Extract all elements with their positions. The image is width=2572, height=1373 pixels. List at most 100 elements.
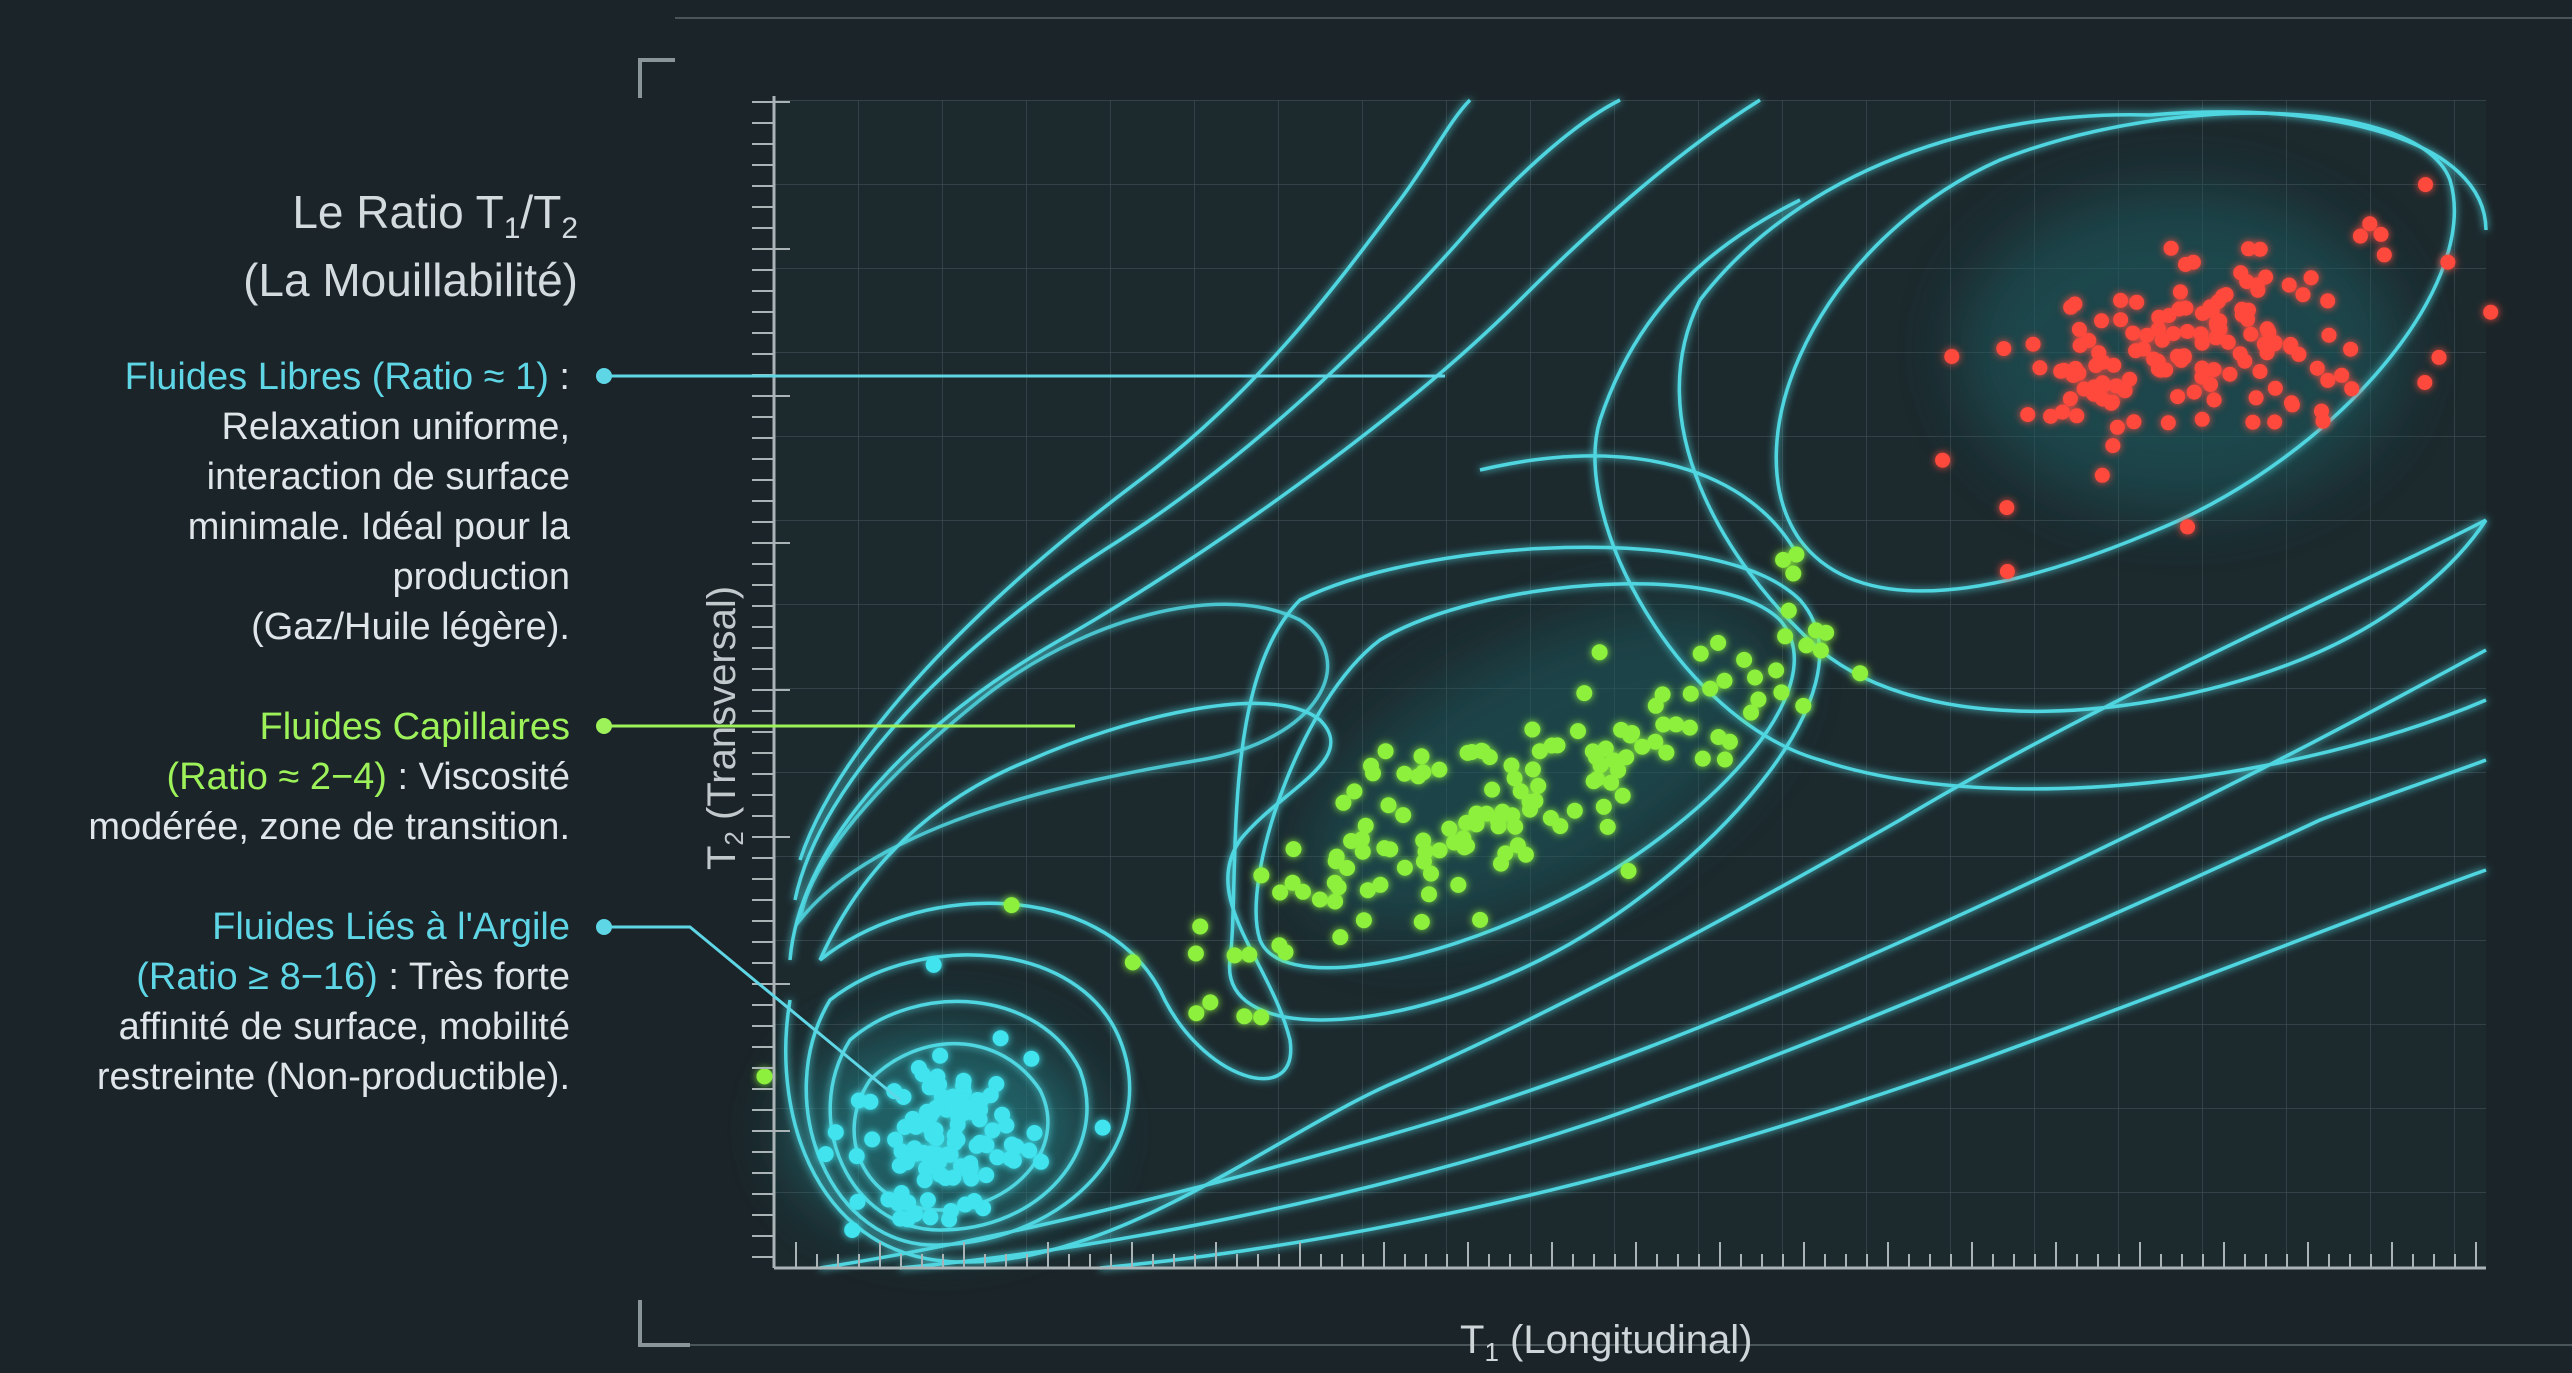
red-point: [2234, 307, 2250, 323]
cyan-point: [1033, 1153, 1049, 1170]
cyan-point: [817, 1146, 834, 1163]
green-point: [1423, 865, 1439, 882]
green-point: [1446, 834, 1463, 851]
red-point: [2206, 392, 2222, 408]
green-point: [1655, 716, 1672, 733]
green-point: [1702, 680, 1719, 697]
red-point: [2086, 386, 2101, 402]
red-point: [2128, 343, 2144, 359]
green-point: [1285, 841, 1302, 858]
cyan-point: [887, 1131, 904, 1148]
green-point: [1658, 744, 1675, 761]
red-point: [2320, 293, 2336, 309]
green-point: [1489, 812, 1506, 829]
cyan-point: [850, 1092, 867, 1109]
axis-ticks: [752, 101, 2477, 1268]
cyan-point: [880, 1191, 897, 1208]
red-point: [2094, 467, 2110, 483]
green-point: [1747, 669, 1763, 686]
legend-panel: Le Ratio T1/T2 (La Mouillabilité) Fluide…: [0, 0, 600, 1373]
green-point: [1226, 947, 1243, 964]
cyan-point: [958, 1099, 975, 1116]
red-point: [2146, 351, 2162, 367]
red-point: [2020, 407, 2036, 423]
green-point: [1450, 876, 1467, 893]
green-point: [1003, 897, 1020, 914]
cluster-green: [756, 546, 1869, 1085]
cyan-point: [895, 1089, 912, 1105]
red-point: [2352, 228, 2368, 244]
red-point: [2222, 366, 2238, 382]
red-point: [2122, 371, 2138, 387]
red-point: [1935, 452, 1951, 468]
red-point: [2163, 240, 2179, 256]
free-fluids-heading: Fluides Libres (Ratio ≈ 1): [124, 356, 549, 398]
green-point: [1768, 662, 1785, 679]
green-point: [1396, 859, 1413, 876]
red-point: [2252, 241, 2268, 257]
cyan-point: [989, 1149, 1006, 1166]
cyan-point: [1008, 1138, 1025, 1155]
green-point: [1295, 883, 1311, 900]
green-point: [1326, 874, 1343, 891]
green-point: [1566, 802, 1583, 819]
red-point: [2125, 325, 2141, 341]
red-point: [2314, 403, 2329, 419]
cyan-point: [944, 1100, 961, 1117]
red-point: [2245, 414, 2261, 430]
green-point: [1187, 945, 1204, 962]
red-point: [2203, 377, 2218, 392]
red-point: [2117, 383, 2133, 399]
green-point: [1595, 798, 1612, 815]
red-point: [2206, 362, 2222, 378]
red-point: [2281, 277, 2297, 293]
red-point: [2126, 414, 2142, 430]
green-point: [1716, 672, 1733, 689]
cyan-point: [942, 1203, 959, 1219]
green-point: [1359, 882, 1376, 899]
cyan-point: [932, 1047, 949, 1064]
green-point: [1524, 721, 1541, 738]
green-point: [1382, 841, 1399, 858]
red-point: [2160, 415, 2176, 431]
red-point: [2158, 362, 2174, 378]
red-point: [2440, 254, 2456, 270]
red-point: [2109, 419, 2125, 435]
green-point: [1599, 818, 1616, 835]
clay-bound-line-2: restreinte (Non-productible).: [96, 1056, 570, 1098]
red-point: [2220, 334, 2236, 350]
red-point: [2344, 381, 2360, 397]
green-point: [1188, 1005, 1205, 1022]
cyan-point: [896, 1119, 913, 1135]
green-point: [1530, 777, 1547, 794]
red-point: [2373, 226, 2389, 242]
green-point: [1410, 768, 1427, 785]
green-point: [1124, 954, 1141, 971]
green-point: [1812, 642, 1829, 659]
cyan-point: [945, 1169, 962, 1186]
red-point: [2218, 287, 2234, 303]
red-point: [2431, 349, 2447, 365]
green-point: [1441, 820, 1458, 837]
green-point: [1785, 565, 1802, 582]
green-point: [1692, 645, 1709, 662]
cyan-point: [862, 1093, 879, 1110]
green-point: [1327, 893, 1344, 910]
green-point: [1620, 863, 1637, 879]
red-point: [2165, 326, 2181, 342]
cyan-point: [984, 1122, 1001, 1139]
green-point: [1506, 770, 1523, 787]
green-point: [1311, 891, 1328, 908]
red-point: [1944, 349, 1960, 364]
frame: [638, 17, 2572, 1347]
green-point: [1743, 704, 1759, 721]
red-point: [2081, 333, 2097, 348]
cyan-point: [927, 1122, 944, 1138]
green-point: [1253, 1009, 1270, 1026]
legend-free-fluids: Fluides Libres (Ratio ≈ 1) : Relaxation …: [0, 352, 570, 652]
red-point: [2129, 294, 2145, 310]
red-point: [2256, 336, 2272, 352]
cluster-red: [1935, 177, 2499, 579]
red-point: [2209, 318, 2225, 334]
